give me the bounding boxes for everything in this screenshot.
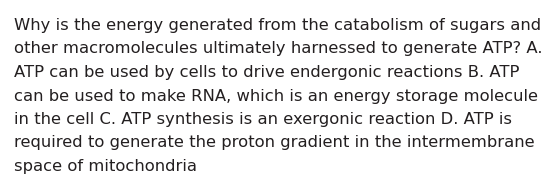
Text: required to generate the proton gradient in the intermembrane: required to generate the proton gradient… <box>14 136 535 151</box>
Text: other macromolecules ultimately harnessed to generate ATP? A.: other macromolecules ultimately harnesse… <box>14 42 542 57</box>
Text: in the cell C. ATP synthesis is an exergonic reaction D. ATP is: in the cell C. ATP synthesis is an exerg… <box>14 112 512 127</box>
Text: space of mitochondria: space of mitochondria <box>14 159 197 174</box>
Text: Why is the energy generated from the catabolism of sugars and: Why is the energy generated from the cat… <box>14 18 541 33</box>
Text: can be used to make RNA, which is an energy storage molecule: can be used to make RNA, which is an ene… <box>14 89 538 104</box>
Text: ATP can be used by cells to drive endergonic reactions B. ATP: ATP can be used by cells to drive enderg… <box>14 65 519 80</box>
